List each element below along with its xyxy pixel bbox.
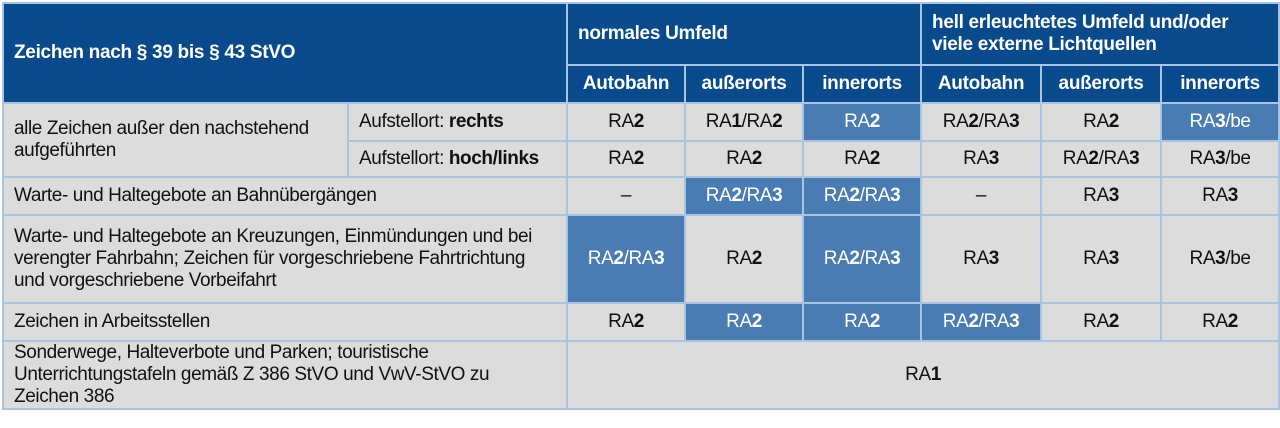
table-cell: RA2	[802, 102, 923, 142]
table-cell: RA3	[1160, 176, 1280, 216]
table-cell: RA2	[1040, 102, 1163, 142]
table-cell: RA2	[802, 140, 923, 178]
table-cell: –	[566, 176, 687, 216]
row-label: Warte- und Haltegebote an Kreuzungen, Ei…	[1, 214, 569, 304]
table-cell: –	[920, 176, 1043, 216]
header-group-bright: hell erleuchtetes Umfeld und/oder viele …	[920, 2, 1280, 66]
row-label: alle Zeichen außer den nachstehend aufge…	[2, 102, 349, 178]
header-innerorts: innerorts	[1160, 64, 1280, 104]
header-autobahn: Autobahn	[566, 64, 687, 104]
row-sublabel: Aufstellort: rechts	[346, 102, 569, 142]
table-cell: RA2	[1040, 302, 1163, 342]
table-row: Sonderwege, Halteverbote und Parken; tou…	[1, 340, 1280, 410]
table-cell: RA2	[1160, 302, 1280, 342]
table-cell: RA1/RA2	[684, 102, 805, 142]
table-cell: RA2	[684, 302, 805, 342]
table-row: Warte- und Haltegebote an Bahnübergängen…	[1, 176, 1280, 216]
table-row: Warte- und Haltegebote an Kreuzungen, Ei…	[1, 214, 1280, 304]
table-cell: RA2/RA3	[920, 302, 1043, 342]
table-cell: RA3/be	[1160, 140, 1280, 178]
row-label: Warte- und Haltegebote an Bahnübergängen	[1, 176, 569, 216]
signs-table: Zeichen nach § 39 bis § 43 StVO normales…	[1, 2, 1280, 410]
table-cell: RA2/RA3	[802, 176, 923, 216]
table-cell: RA2	[684, 214, 805, 304]
table-cell: RA2	[684, 140, 805, 178]
table-cell: RA3/be	[1160, 214, 1280, 304]
header-title: Zeichen nach § 39 bis § 43 StVO	[1, 2, 569, 104]
sublabel-bold: rechts	[448, 111, 504, 132]
table-cell: RA3/be	[1160, 102, 1280, 142]
table-cell: RA3	[1040, 176, 1163, 216]
sublabel-prefix: Aufstellort:	[359, 111, 449, 132]
header-autobahn: Autobahn	[920, 64, 1043, 104]
table-cell: RA2	[566, 102, 687, 142]
header-ausserorts: außerorts	[1040, 64, 1163, 104]
table-cell-merged: RA1	[566, 340, 1280, 410]
header-innerorts: innerorts	[802, 64, 923, 104]
table-row: Aufstellort: hoch/links RA2 RA2 RA2 RA3 …	[3, 140, 1280, 178]
table-row: alle Zeichen außer den nachstehend aufge…	[2, 102, 1280, 178]
row-label: Sonderwege, Halteverbote und Parken; tou…	[1, 340, 569, 410]
table-cell: RA3	[1040, 214, 1163, 304]
header-ausserorts: außerorts	[684, 64, 805, 104]
table-cell: RA3	[920, 140, 1043, 178]
sublabel-bold: hoch/links	[448, 148, 539, 169]
table-cell: RA3	[920, 214, 1043, 304]
sublabel-prefix: Aufstellort:	[359, 148, 449, 169]
header-group-normal: normales Umfeld	[566, 2, 923, 66]
row-sublabel: Aufstellort: hoch/links	[346, 140, 569, 178]
table-cell: RA2	[566, 140, 687, 178]
table-row: Zeichen in Arbeitsstellen RA2 RA2 RA2 RA…	[1, 302, 1280, 342]
table-cell: RA2/RA3	[684, 176, 805, 216]
table-cell: RA2/RA3	[1040, 140, 1163, 178]
table-cell: RA2	[802, 302, 923, 342]
table-cell: RA2/RA3	[920, 102, 1043, 142]
table-cell: RA2	[566, 302, 687, 342]
table-cell: RA2/RA3	[566, 214, 687, 304]
table-cell: RA2/RA3	[802, 214, 923, 304]
row-label: Zeichen in Arbeitsstellen	[1, 302, 569, 342]
